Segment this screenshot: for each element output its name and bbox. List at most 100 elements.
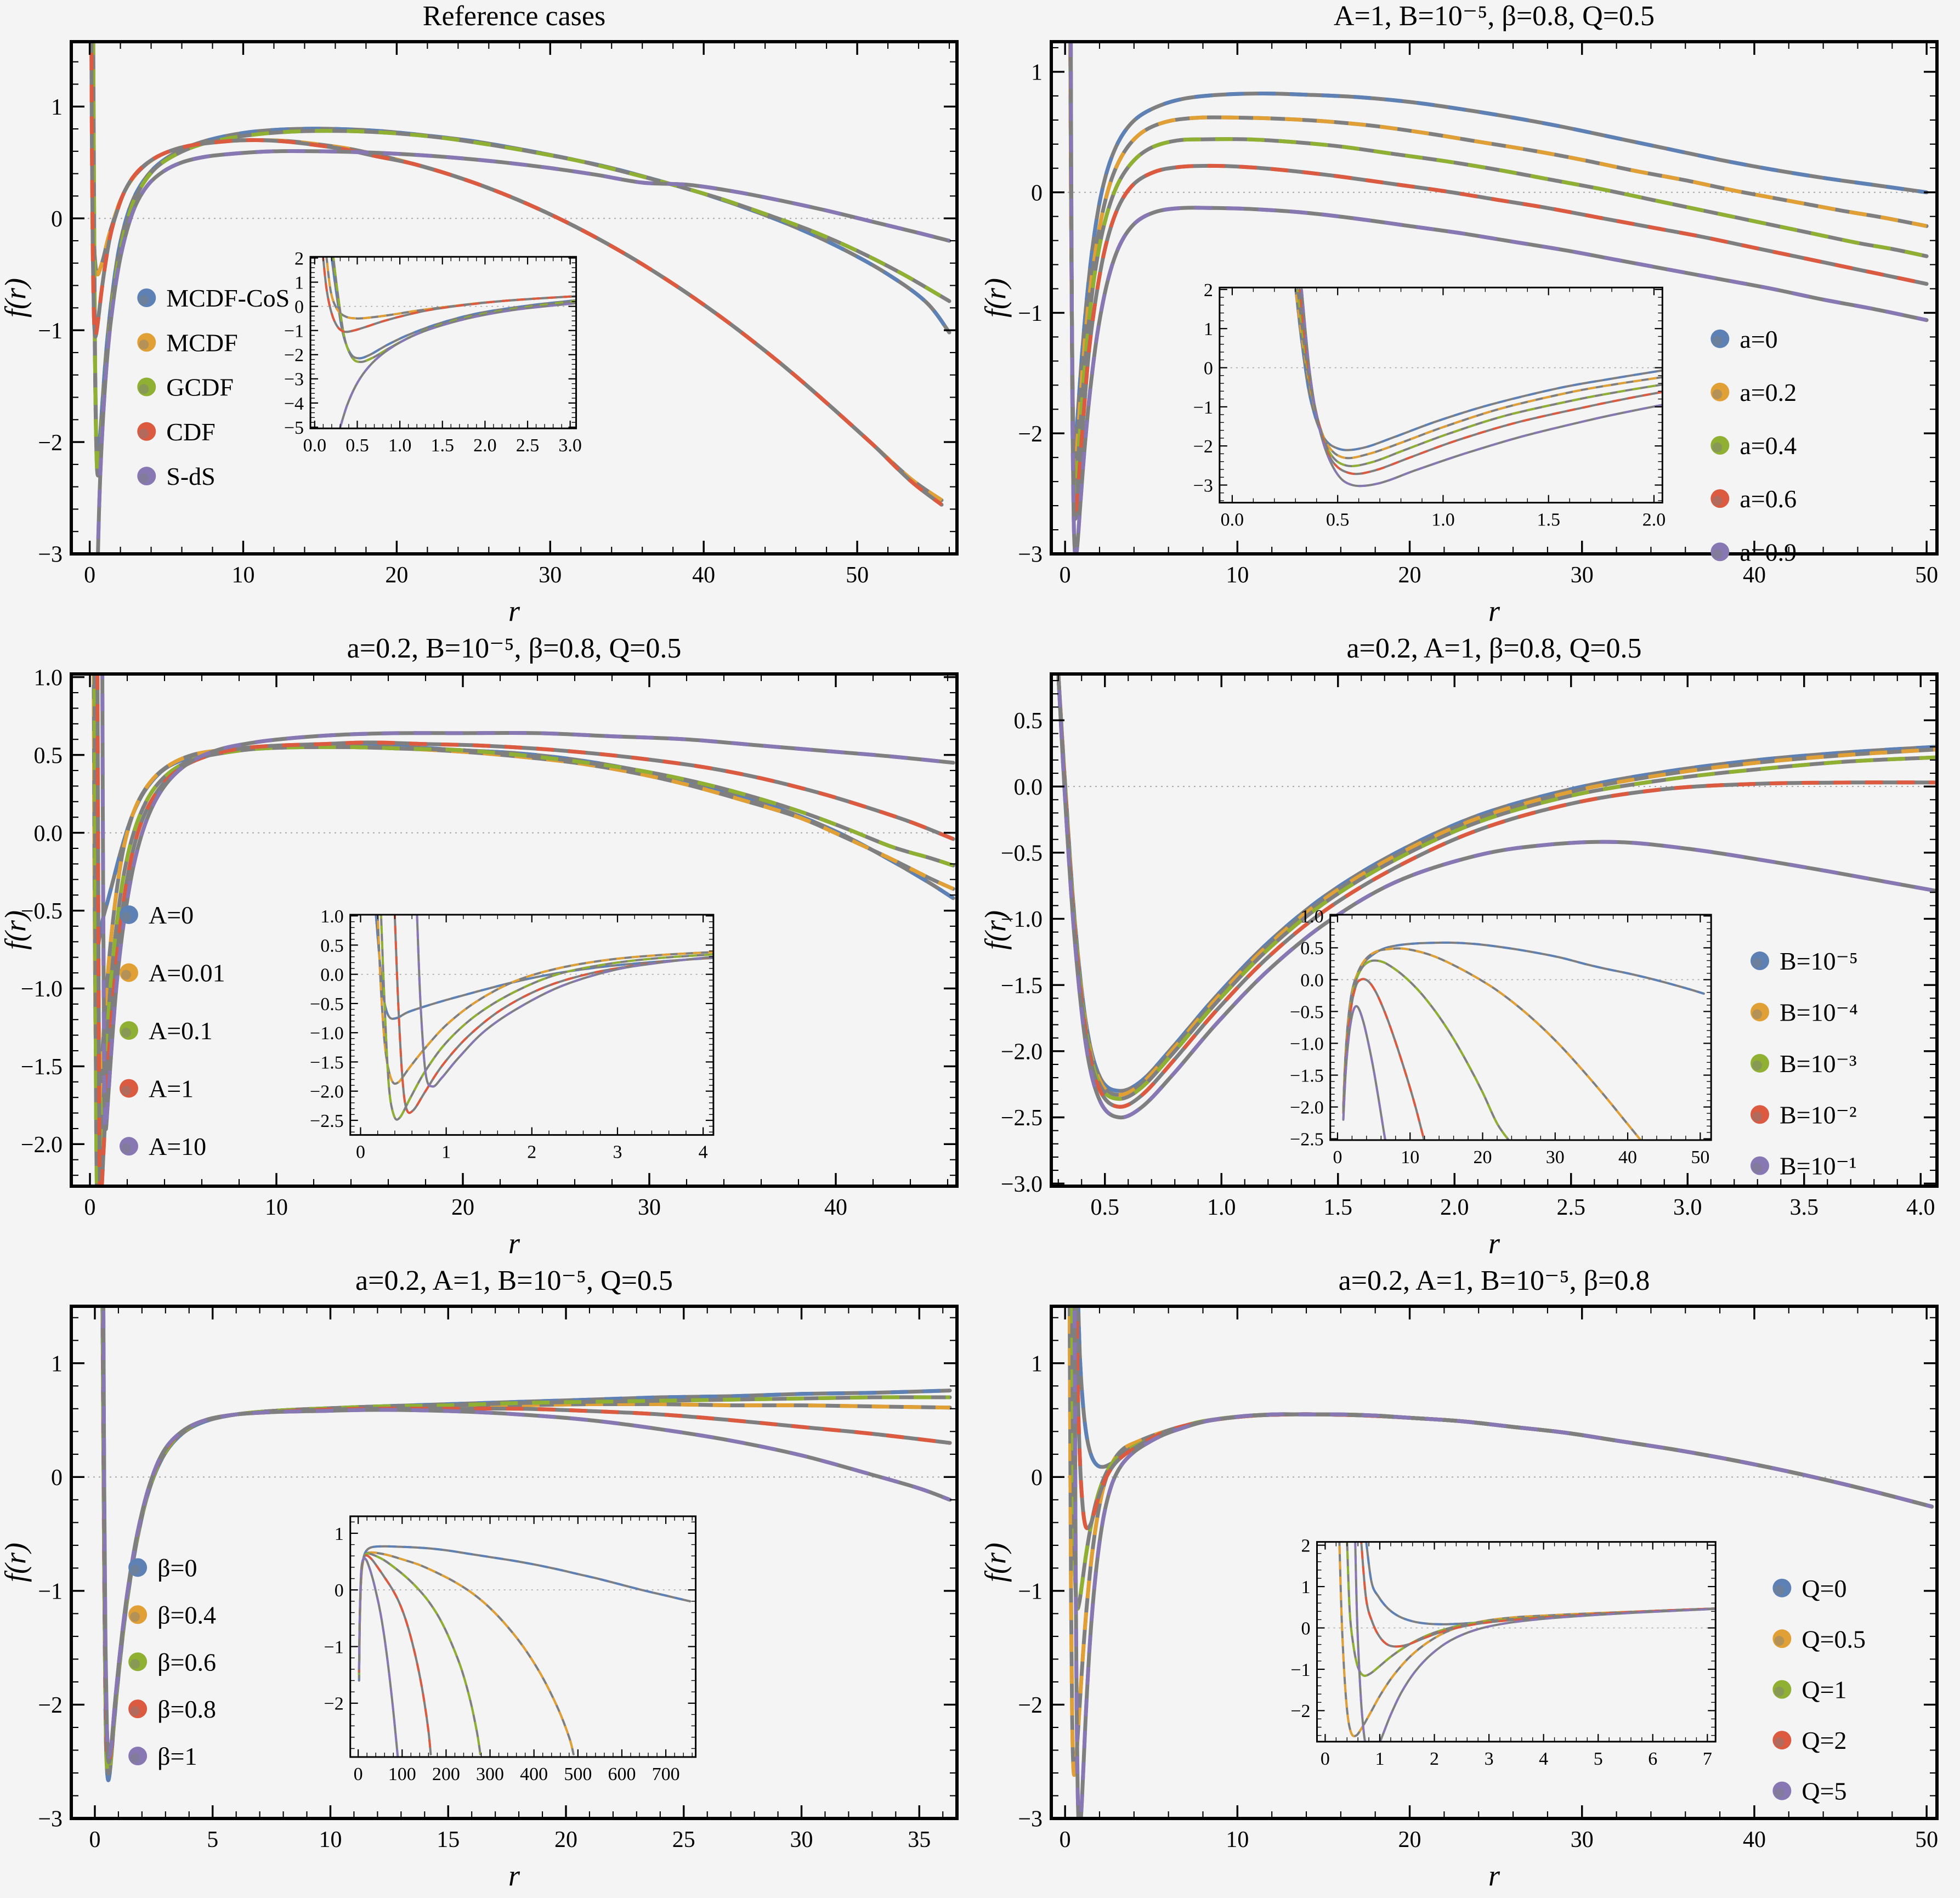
legend-item: a=0.6 [1710,485,1797,513]
x-tick-label: 3 [613,1142,622,1163]
legend-label: a=0.9 [1740,538,1797,566]
y-tick-label: 1 [1204,319,1213,339]
legend-marker-S-dS [137,467,156,486]
legend-label: a=0.2 [1740,378,1797,406]
y-tick-label: −5 [284,418,304,438]
y-tick-label: 0 [51,207,63,232]
legend-marker-Q=0 [1772,1578,1792,1597]
legend-item: B=10⁻¹ [1751,1152,1857,1180]
legend: β=0 β=0.4 β=0.6 β=0.8 β=1 [128,1554,216,1770]
x-tick-label: 0 [84,1195,96,1220]
series-MCDF [325,258,576,320]
y-tick-label: 1.0 [1300,906,1324,927]
x-tick-label: 0 [354,1764,363,1784]
legend-item: MCDF [137,328,238,356]
legend-label: β=1 [157,1742,197,1770]
legend-marker-Q=0.5 [1772,1629,1792,1648]
axis-minor-ticks [1051,674,1937,1186]
x-tick-label: 40 [1743,1827,1766,1852]
y-tick-label: −1.0 [1001,907,1043,932]
legend-marker-shade [130,1706,140,1716]
series-CDF [322,258,576,333]
y-tick-label: 0 [1204,358,1213,378]
panel-vary-beta: a=0.2, A=1, B=10⁻⁵, Q=0.5 0 5 10 15 20 25 30 35… [0,1265,980,1897]
legend-item: β=1 [128,1742,197,1770]
x-tick-label: 15 [437,1827,460,1852]
legend-marker-=1 [128,1747,148,1766]
legend-item: a=0.9 [1710,538,1797,566]
y-tick-label: 0 [1031,1465,1043,1491]
x-tick-label: 0.0 [1221,510,1244,530]
y-tick-label: −2 [284,345,304,366]
x-tick-label: 10 [319,1827,342,1852]
legend-marker-shade [1752,958,1762,968]
legend-label: B=10⁻⁴ [1780,999,1858,1027]
legend-label: B=10⁻⁵ [1780,947,1858,975]
legend-label: GCDF [166,373,234,401]
inset-frame [349,914,715,1136]
axis-tick-labels: 0 10 20 30 40 50 1.0 0.5 0.0 −0.5 −1.0 −1.5 −2.0 −2.5 [1290,906,1709,1168]
y-tick-label: 0.5 [320,936,344,956]
y-tick-label: −0.5 [1290,1002,1324,1022]
plot-frame [1050,40,1939,556]
y-tick-label: −1 [38,319,63,344]
series-a=0 [1294,289,1663,451]
y-tick-label: −0.5 [1001,841,1043,866]
y-tick-label: 0.5 [1014,709,1043,734]
legend-marker-shade [130,1612,140,1622]
legend-item: Q=0 [1772,1574,1847,1602]
y-tick-label: 1 [335,1524,344,1544]
axis-ticks [1330,914,1712,1140]
y-tick-label: −2.0 [310,1082,344,1102]
y-tick-label: 1 [1031,1351,1043,1376]
x-tick-label: 700 [652,1764,680,1784]
axis-minor-ticks [1219,287,1663,503]
y-tick-label: 0.0 [320,965,344,985]
plot-area [1051,674,1937,1120]
axis-minor-ticks [350,914,713,1135]
legend-marker-B=10 [1751,1105,1769,1124]
legend-marker-shade [1752,1009,1762,1019]
legend-item: β=0.6 [128,1648,216,1676]
legend-item: MCDF-CoS [137,284,290,312]
y-tick-label: −1.0 [21,977,63,1002]
y-tick-label: 0.0 [34,821,63,846]
y-tick-label: −1 [1018,301,1043,326]
legend-marker-a=0 [1710,329,1730,348]
x-tick-label: 10 [1226,563,1249,588]
inset-plot-area [310,257,576,428]
x-tick-label: 50 [1915,563,1938,588]
legend-item: a=0 [1710,325,1778,353]
axis-ticks [1219,287,1663,503]
legend-marker-=0.6 [128,1652,148,1672]
y-tick-label: −2.0 [21,1132,63,1158]
plot-frame [1050,672,1939,1188]
inset-plot-area [1330,941,1712,1140]
axis-ticks [310,257,576,429]
legend-marker-A=10 [119,1137,138,1156]
y-axis-label: f(r) [980,910,1012,950]
x-tick-label: 2 [1430,1749,1439,1769]
legend-marker-shade [1712,496,1723,506]
x-tick-label: 40 [824,1195,847,1220]
x-tick-label: 5 [1594,1749,1603,1769]
x-tick-label: 1 [441,1142,451,1163]
legend-label: Q=2 [1802,1726,1846,1754]
x-tick-label: 6 [1648,1749,1657,1769]
series-a=0.9 [1069,42,1927,554]
x-tick-label: 3.0 [1673,1195,1702,1220]
legend-item: A=0 [119,901,194,929]
x-axis-label: r [508,1859,520,1892]
legend-label: β=0.6 [157,1648,216,1676]
legend-marker-shade [1774,1737,1785,1748]
legend-marker-shade [1774,1585,1785,1595]
legend-item: B=10⁻² [1751,1101,1857,1129]
x-tick-label: 0 [84,563,95,588]
y-tick-label: −2 [38,430,63,456]
inset-plot-area [350,915,713,1121]
panel-vary-A: a=0.2, B=10⁻⁵, β=0.8, Q=0.5 0 10 20 30 40 1.0… [0,632,980,1265]
x-tick-label: 50 [1915,1827,1938,1852]
legend-marker-Q=2 [1772,1731,1792,1750]
